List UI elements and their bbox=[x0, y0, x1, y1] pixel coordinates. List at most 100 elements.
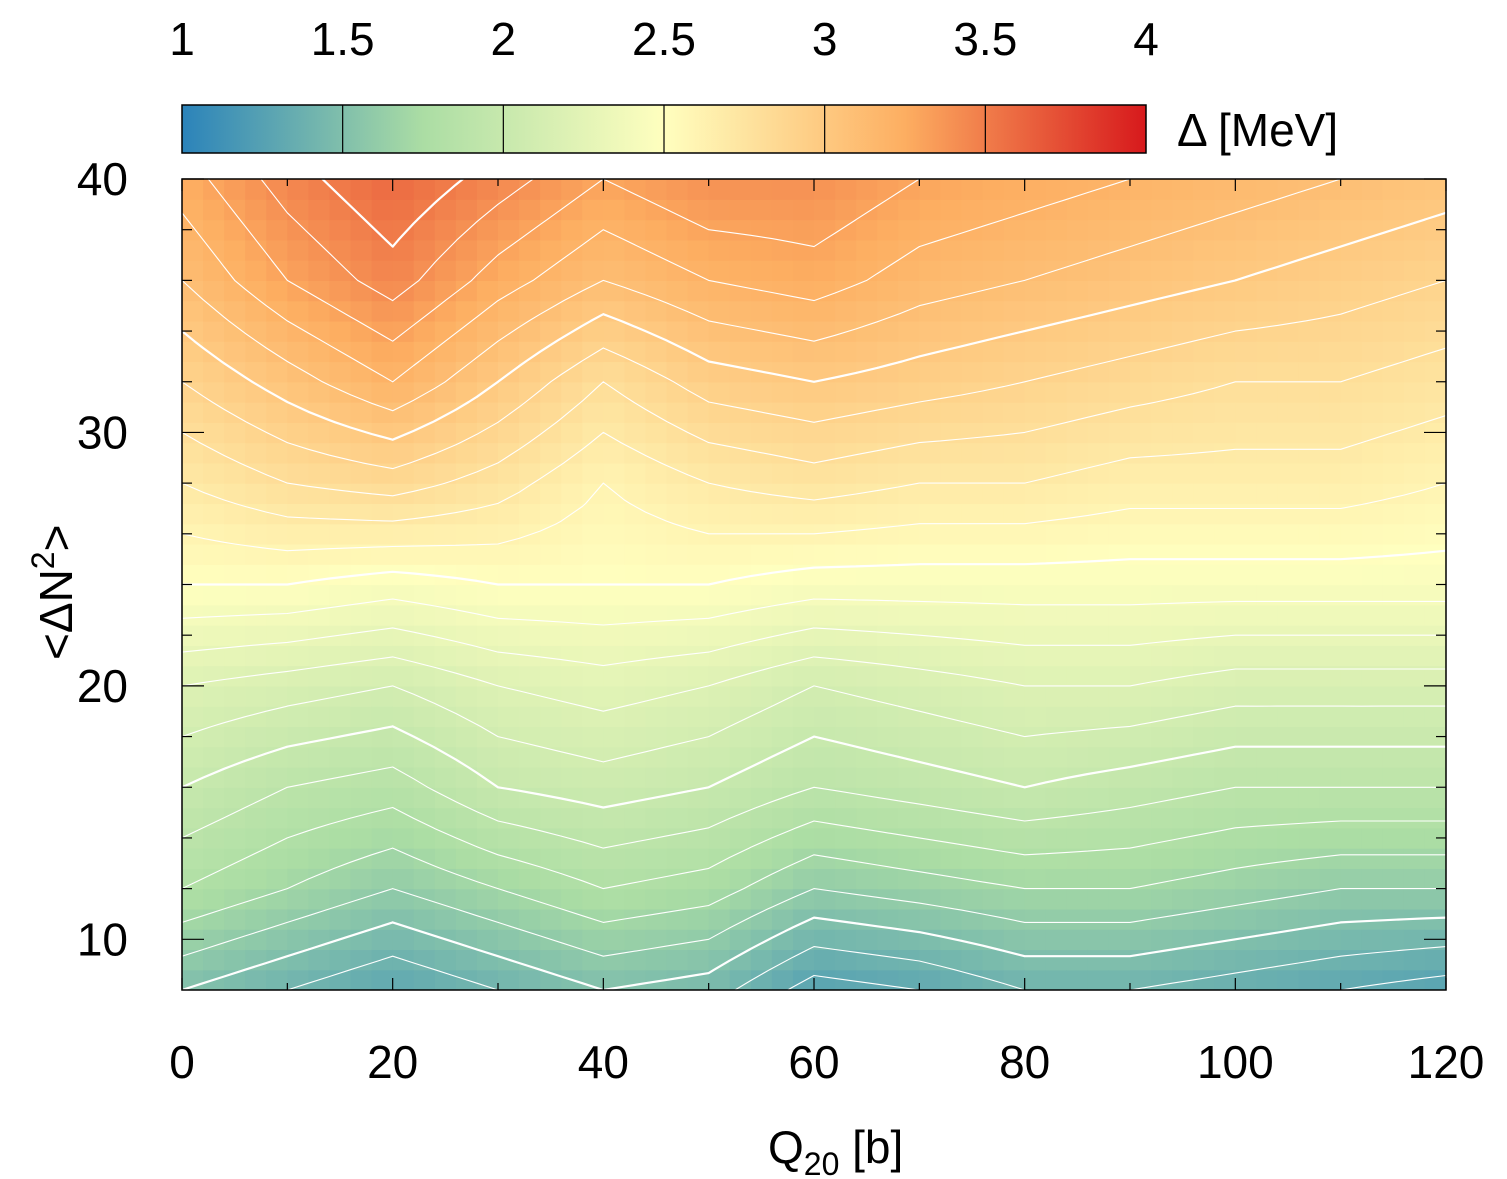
heatmap-cell bbox=[687, 807, 710, 829]
heatmap-cell bbox=[1003, 908, 1026, 930]
heatmap-cell bbox=[729, 239, 752, 261]
heatmap-cell bbox=[877, 625, 899, 646]
heatmap-cell bbox=[1424, 564, 1446, 586]
heatmap-cell bbox=[1108, 706, 1131, 728]
heatmap-cell bbox=[1424, 706, 1446, 728]
heatmap-cell bbox=[814, 442, 836, 464]
heatmap-cell bbox=[708, 766, 731, 788]
heatmap-cell bbox=[1087, 726, 1110, 748]
heatmap-cell bbox=[203, 280, 225, 302]
heatmap-cell bbox=[1066, 219, 1089, 241]
heatmap-cell bbox=[182, 503, 204, 525]
heatmap-cell bbox=[919, 685, 941, 707]
x-tick-label: 40 bbox=[578, 1036, 629, 1088]
heatmap-cell bbox=[982, 827, 1005, 849]
heatmap-cell bbox=[919, 564, 941, 586]
heatmap-cell bbox=[982, 564, 1005, 586]
heatmap-cell bbox=[498, 462, 520, 484]
heatmap-cell bbox=[877, 503, 899, 525]
heatmap-cell bbox=[940, 949, 963, 971]
heatmap-cell bbox=[1087, 929, 1110, 951]
heatmap-cell bbox=[203, 320, 225, 342]
heatmap-cell bbox=[308, 239, 331, 261]
heatmap-cell bbox=[476, 969, 499, 990]
heatmap-cell bbox=[1087, 219, 1110, 241]
heatmap-cell bbox=[1340, 219, 1363, 241]
heatmap-cell bbox=[814, 280, 836, 302]
heatmap-cell bbox=[287, 787, 309, 809]
heatmap-cell bbox=[961, 280, 984, 302]
heatmap-cell bbox=[856, 868, 878, 890]
heatmap-cell bbox=[519, 199, 541, 221]
contour-line bbox=[787, 974, 1446, 990]
heatmap-cell bbox=[498, 645, 520, 667]
heatmap-cell bbox=[1298, 320, 1321, 342]
heatmap-cell bbox=[519, 807, 541, 829]
heatmap-cell bbox=[1066, 564, 1089, 586]
heatmap-cell bbox=[1340, 543, 1363, 565]
heatmap-cell bbox=[350, 543, 373, 565]
heatmap-cell bbox=[1151, 625, 1173, 646]
heatmap-cell bbox=[1361, 969, 1384, 990]
heatmap-cell bbox=[814, 564, 836, 586]
heatmap-cell bbox=[266, 503, 288, 525]
heatmap-cell bbox=[224, 422, 246, 444]
heatmap-cell bbox=[666, 381, 689, 403]
heatmap-cell bbox=[877, 219, 899, 241]
heatmap-cell bbox=[561, 746, 583, 768]
heatmap-cell bbox=[1193, 746, 1215, 768]
heatmap-cell bbox=[455, 645, 478, 667]
heatmap-cell bbox=[371, 827, 394, 849]
heatmap-cell bbox=[750, 665, 773, 687]
heatmap-cell bbox=[434, 381, 457, 403]
heatmap-cell bbox=[266, 645, 288, 667]
heatmap-cell bbox=[329, 422, 352, 444]
heatmap-cell bbox=[1256, 483, 1279, 505]
heatmap-cell bbox=[224, 685, 246, 707]
heatmap-cell bbox=[877, 564, 899, 586]
heatmap-cell bbox=[708, 645, 731, 667]
heatmap-cell bbox=[814, 706, 836, 728]
heatmap-cell bbox=[1382, 483, 1405, 505]
heatmap-cell bbox=[1319, 503, 1342, 525]
heatmap-cell bbox=[792, 888, 815, 910]
heatmap-cell bbox=[182, 746, 204, 768]
heatmap-cell bbox=[245, 625, 267, 646]
heatmap-cell bbox=[498, 280, 520, 302]
heatmap-cell bbox=[1130, 199, 1152, 221]
heatmap-cell bbox=[1193, 260, 1215, 281]
heatmap-cell bbox=[666, 868, 689, 890]
heatmap-cell bbox=[645, 300, 668, 322]
heatmap-cell bbox=[540, 807, 562, 829]
heatmap-cell bbox=[1403, 462, 1426, 484]
heatmap-cell bbox=[835, 685, 857, 707]
heatmap-cell bbox=[771, 442, 794, 464]
heatmap-cell bbox=[182, 787, 204, 809]
heatmap-cell bbox=[982, 442, 1005, 464]
heatmap-cell bbox=[771, 827, 794, 849]
heatmap-cell bbox=[1340, 706, 1363, 728]
heatmap-cell bbox=[266, 179, 288, 200]
heatmap-cell bbox=[1298, 645, 1321, 667]
contour-line bbox=[286, 946, 1446, 990]
heatmap-cell bbox=[982, 260, 1005, 281]
heatmap-cell bbox=[1235, 341, 1257, 363]
colorbar: 1 1.5 2 2.5 3 3.5 4 Δ [MeV] bbox=[169, 13, 1338, 156]
heatmap-cell bbox=[287, 685, 309, 707]
heatmap-cell bbox=[329, 462, 352, 484]
heatmap-cell bbox=[1172, 685, 1194, 707]
heatmap-cell bbox=[750, 969, 773, 990]
heatmap-cell bbox=[750, 381, 773, 403]
heatmap-cell bbox=[371, 199, 394, 221]
heatmap-cell bbox=[877, 969, 899, 990]
heatmap-cell bbox=[308, 300, 331, 322]
heatmap-cell bbox=[666, 929, 689, 951]
heatmap-cell bbox=[266, 564, 288, 586]
heatmap-cell bbox=[792, 827, 815, 849]
heatmap-cell bbox=[940, 523, 963, 545]
heatmap-cell bbox=[498, 827, 520, 849]
heatmap-cell bbox=[1424, 685, 1446, 707]
heatmap-cell bbox=[1130, 179, 1152, 200]
heatmap-cell bbox=[940, 868, 963, 890]
heatmap-cell bbox=[182, 179, 204, 200]
